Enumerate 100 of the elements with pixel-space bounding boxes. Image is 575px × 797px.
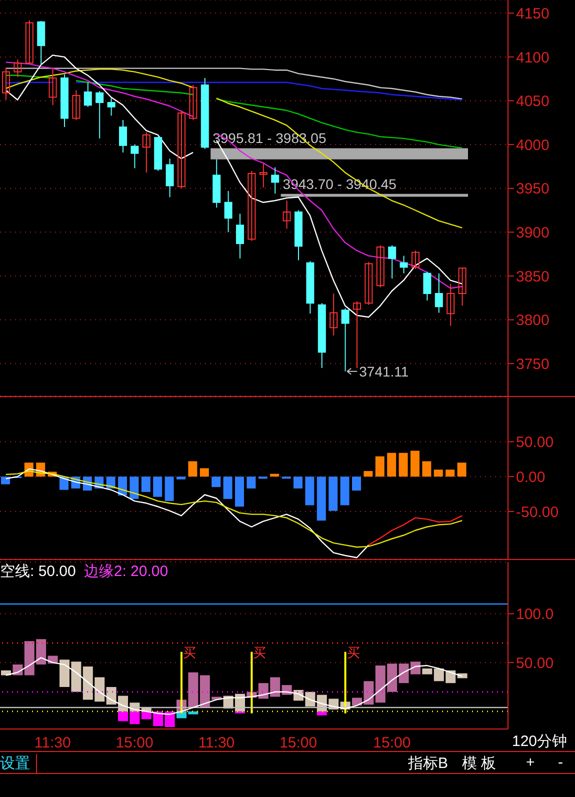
candlestick xyxy=(178,110,186,189)
bar xyxy=(328,476,338,511)
candlestick xyxy=(376,244,384,288)
bar xyxy=(457,462,466,477)
x-tick-label: 11:30 xyxy=(198,734,235,752)
text: 120分钟 xyxy=(512,732,568,751)
data-label: 买 xyxy=(253,644,266,660)
bar xyxy=(398,452,408,477)
candlestick xyxy=(130,144,139,169)
candlestick xyxy=(107,98,116,116)
bar xyxy=(316,711,327,716)
candlestick xyxy=(48,68,57,106)
candlestick xyxy=(72,90,80,121)
bar xyxy=(294,476,302,488)
line-series xyxy=(5,468,370,558)
candlestick xyxy=(400,255,408,274)
candlestick xyxy=(142,132,150,174)
bar xyxy=(130,476,139,499)
bar xyxy=(340,476,350,506)
candlestick xyxy=(84,82,92,108)
line-series xyxy=(368,515,463,546)
candlestick xyxy=(259,162,268,188)
annotation: 空线: 50.00 xyxy=(0,562,76,581)
bar xyxy=(246,476,256,488)
candlestick xyxy=(458,268,466,306)
bar xyxy=(446,470,455,477)
bar xyxy=(434,470,443,477)
bar xyxy=(410,450,420,477)
bar xyxy=(164,476,174,502)
y-tick-label: 50.00 xyxy=(516,434,554,452)
y-tick-label: 3950 xyxy=(516,180,550,198)
candlestick xyxy=(119,120,127,153)
bar xyxy=(352,476,361,491)
bar xyxy=(375,456,384,477)
y-tick-label: 50.00 xyxy=(516,654,554,672)
candlestick xyxy=(189,84,198,121)
candlestick xyxy=(341,308,350,372)
candlestick xyxy=(14,59,22,78)
candlestick xyxy=(353,300,361,368)
bar xyxy=(176,476,186,480)
bar xyxy=(141,476,150,492)
line-series xyxy=(5,470,463,548)
bar xyxy=(164,711,175,728)
y-tick-label: 3750 xyxy=(516,356,550,373)
bar xyxy=(422,668,432,674)
bar xyxy=(1,476,10,484)
candlestick xyxy=(330,292,338,336)
bar xyxy=(316,476,326,521)
y-tick-label: 4050 xyxy=(516,93,550,110)
candlestick xyxy=(166,158,174,198)
bar xyxy=(188,461,198,477)
candlestick xyxy=(364,261,373,306)
y-tick-label: 3850 xyxy=(516,268,550,286)
y-tick-label: 3800 xyxy=(516,312,550,330)
x-tick-label: 15:00 xyxy=(373,734,411,752)
bar xyxy=(387,452,396,477)
y-tick-label: 0.00 xyxy=(516,468,546,486)
x-tick-label: 15:00 xyxy=(280,734,318,752)
y-tick-label: 100.0 xyxy=(516,606,554,624)
bar xyxy=(212,476,221,488)
annotation: 3741.11 xyxy=(359,363,409,380)
y-tick-label: -50.00 xyxy=(516,504,559,521)
x-tick-label: 11:30 xyxy=(34,734,71,752)
text: 指标B xyxy=(408,754,448,773)
bar xyxy=(422,461,432,477)
text: + xyxy=(526,754,535,771)
candlestick xyxy=(423,271,432,302)
data-label: 买 xyxy=(183,644,196,660)
bar xyxy=(305,476,314,506)
y-tick-label: 4150 xyxy=(516,5,550,22)
y-tick-label: 4000 xyxy=(516,136,550,154)
candlestick xyxy=(236,213,244,259)
line-series xyxy=(5,657,463,715)
bar xyxy=(250,652,253,714)
candlestick xyxy=(388,244,396,280)
candlestick xyxy=(271,166,280,194)
text: - xyxy=(558,754,563,771)
annotation: 边缘2: 20.00 xyxy=(84,562,168,581)
candlestick xyxy=(25,20,34,64)
bar xyxy=(364,471,373,477)
x-tick-label: 15:00 xyxy=(116,734,154,752)
candlestick xyxy=(96,90,104,139)
bar xyxy=(223,476,232,499)
y-tick-label: 4100 xyxy=(516,49,550,66)
candlestick xyxy=(248,170,256,242)
text: 设置 xyxy=(0,754,37,773)
candlestick xyxy=(446,283,455,326)
y-tick-label: 3900 xyxy=(516,224,550,242)
bar xyxy=(200,468,209,477)
candlestick xyxy=(224,190,232,233)
bar xyxy=(180,652,182,714)
data-label: 买 xyxy=(346,644,360,660)
candlestick xyxy=(282,200,291,230)
bar xyxy=(235,476,244,507)
bar xyxy=(344,652,346,714)
candlestick xyxy=(37,20,46,66)
candlestick xyxy=(434,272,443,314)
candlestick xyxy=(412,250,420,270)
bar xyxy=(153,476,162,497)
text: 模 板 xyxy=(462,754,496,773)
